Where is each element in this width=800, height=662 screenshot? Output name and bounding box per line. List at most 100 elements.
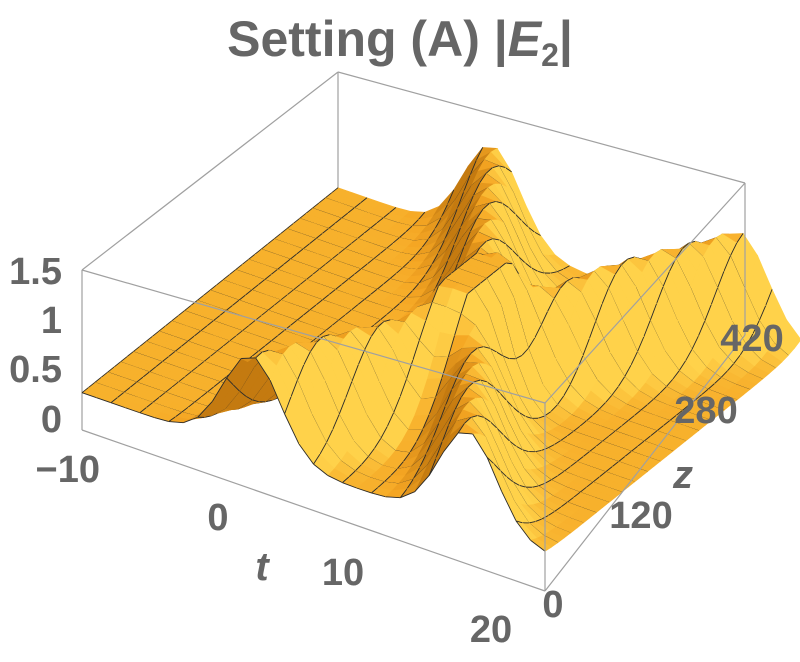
mesh-line: [431, 253, 439, 266]
mesh-line: [479, 240, 487, 248]
mesh-line: [537, 415, 545, 419]
mesh-line: [334, 284, 342, 290]
mesh-line: [238, 294, 246, 301]
mesh-line: [662, 271, 670, 288]
mesh-line: [505, 399, 513, 407]
mesh-line: [566, 496, 574, 503]
mesh-line: [322, 334, 330, 338]
mesh-line: [94, 376, 102, 383]
mesh-line: [168, 421, 184, 424]
mesh-line: [434, 275, 442, 290]
mesh-line: [331, 187, 339, 194]
mesh-line: [414, 475, 430, 492]
mesh-line: [515, 520, 523, 524]
mesh-line: [618, 456, 626, 462]
mesh-line: [206, 386, 214, 393]
plot-box-back: [81, 71, 746, 430]
mesh-line: [132, 346, 140, 353]
mesh-line: [531, 485, 539, 488]
mesh-line: [222, 274, 230, 281]
mesh-line: [443, 432, 459, 452]
mesh-line: [562, 265, 570, 270]
mesh-line: [514, 213, 522, 221]
mesh-line: [499, 392, 507, 401]
mesh-line: [627, 256, 635, 260]
z-coord-tick-label: 280: [674, 390, 737, 432]
mesh-line: [601, 288, 609, 305]
mesh-line: [765, 289, 773, 306]
mesh-line: [479, 173, 487, 184]
mesh-line: [139, 407, 147, 414]
mesh-line: [154, 417, 169, 422]
mesh-line: [469, 218, 477, 233]
mesh-line: [328, 223, 336, 229]
mesh-line: [356, 487, 372, 494]
title-subscript: 2: [541, 37, 559, 73]
mesh-line: [344, 309, 352, 316]
mesh-line: [158, 391, 166, 398]
mesh-line: [386, 308, 394, 315]
mesh-line: [710, 287, 718, 306]
mesh-line: [245, 395, 253, 401]
mesh-line: [496, 351, 503, 357]
mesh-line: [225, 305, 233, 311]
mesh-line: [538, 482, 545, 487]
mesh-line: [318, 197, 326, 204]
mesh-line: [125, 407, 141, 414]
mesh-line: [341, 279, 349, 285]
mesh-line: [649, 303, 658, 321]
mesh-line: [608, 430, 616, 437]
mesh-line: [168, 416, 176, 422]
mesh-line: [691, 335, 699, 350]
mesh-line: [194, 396, 202, 403]
mesh-line: [434, 378, 443, 398]
mesh-line: [627, 415, 635, 422]
mesh-line: [296, 364, 305, 381]
mesh-line: [197, 401, 213, 418]
mesh-line: [483, 346, 491, 349]
mesh-line: [527, 226, 535, 233]
mesh-line: [264, 340, 272, 347]
mesh-line: [371, 492, 386, 498]
mesh-line: [527, 337, 536, 349]
mesh-line: [241, 357, 256, 359]
mesh-line: [498, 239, 506, 245]
mesh-line: [393, 396, 401, 413]
mesh-line: [406, 479, 414, 490]
mesh-line: [498, 165, 506, 168]
mesh-line: [286, 289, 294, 296]
mesh-line: [475, 147, 484, 161]
mesh-line: [312, 268, 320, 275]
mesh-line: [492, 267, 500, 274]
mesh-line: [264, 274, 272, 281]
mesh-line: [457, 262, 465, 269]
mesh-line: [515, 445, 523, 451]
mesh-line: [495, 201, 503, 204]
mesh-line: [506, 476, 514, 483]
mesh-line: [598, 471, 606, 478]
mesh-line: [463, 231, 471, 248]
mesh-line: [136, 376, 144, 383]
mesh-line: [251, 350, 259, 357]
mesh-line: [521, 220, 529, 227]
mesh-line: [315, 233, 323, 240]
mesh-line: [665, 378, 674, 387]
mesh-line: [443, 225, 452, 241]
mesh-line: [515, 520, 531, 541]
mesh-line: [419, 454, 427, 469]
mesh-line: [142, 371, 150, 378]
mesh-line: [486, 381, 494, 387]
mesh-line: [342, 476, 350, 483]
mesh-line: [81, 392, 97, 399]
mesh-line: [363, 227, 371, 234]
mesh-line: [370, 288, 378, 295]
plot-box-front: [81, 182, 746, 592]
mesh-line: [434, 217, 442, 230]
mesh-line: [405, 290, 413, 298]
mesh-line: [357, 233, 365, 239]
mesh-line: [682, 404, 690, 411]
mesh-line: [139, 341, 147, 347]
mesh-line: [624, 451, 632, 457]
mesh-line: [446, 189, 455, 205]
